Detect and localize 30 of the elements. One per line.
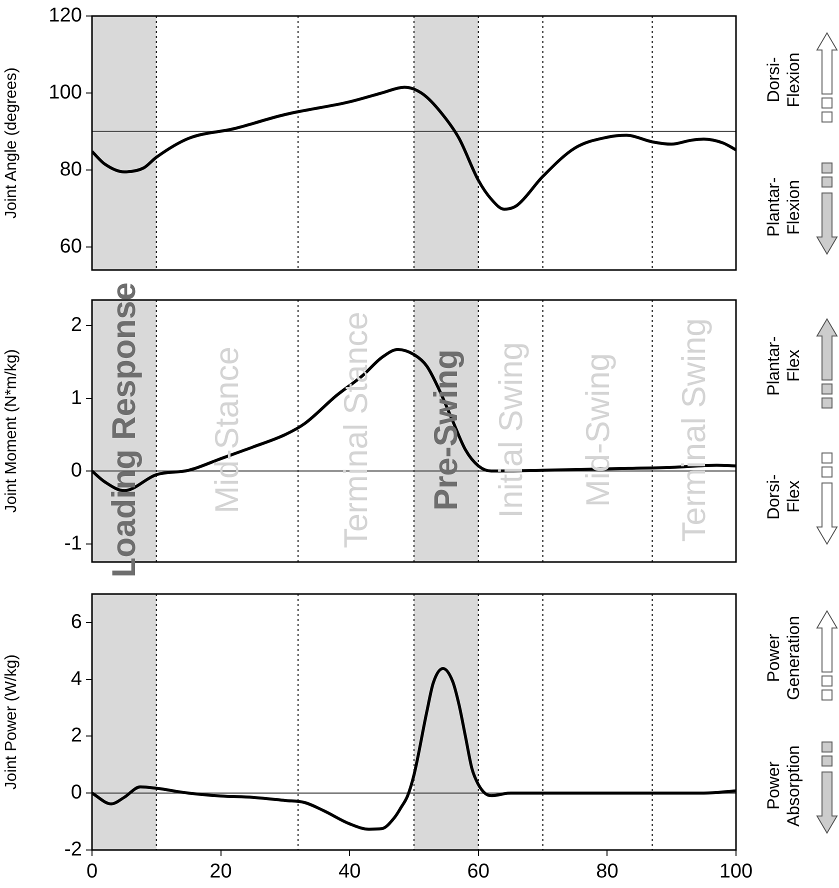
x-tick-label: 40: [338, 860, 361, 883]
y-tick-label: 100: [48, 81, 82, 104]
y-tick-label: 6: [70, 610, 82, 633]
text: Plantar- Flex: [764, 336, 804, 396]
y-tick-label: 120: [48, 4, 82, 27]
y-axis-title: Joint Power (W/kg): [3, 654, 20, 790]
y-tick-label: 60: [60, 235, 82, 258]
y-axis-title: Joint Angle (degrees): [3, 67, 20, 219]
y-tick-label: 0: [70, 782, 82, 804]
text: Dorsi- Flexion: [764, 52, 804, 107]
y-tick-label: 2: [70, 314, 82, 336]
y-tick-label: 80: [60, 158, 82, 180]
x-tick-label: 60: [467, 860, 490, 883]
x-tick-label: 0: [86, 860, 98, 883]
text: Power Generation: [764, 616, 804, 700]
y-tick-label: 4: [70, 668, 82, 690]
y-tick-label: 2: [70, 724, 82, 747]
y-tick-label: 1: [70, 386, 82, 409]
x-tick-label: 20: [210, 860, 232, 883]
y-tick-label: -1: [64, 532, 82, 554]
band-label: Pre-Swing: [427, 349, 466, 511]
band-label: Loading Response: [105, 282, 144, 578]
text: Dorsi- Flex: [764, 474, 804, 520]
y-tick-label: 0: [70, 460, 82, 482]
y-axis-title: Joint Moment (N*m/kg): [3, 349, 20, 513]
x-tick-label: 100: [719, 860, 753, 883]
text: Power Absorption: [764, 745, 804, 827]
y-tick-label: -2: [64, 838, 82, 861]
text: Plantar- Flexion: [764, 176, 804, 236]
x-tick-label: 80: [596, 860, 618, 883]
